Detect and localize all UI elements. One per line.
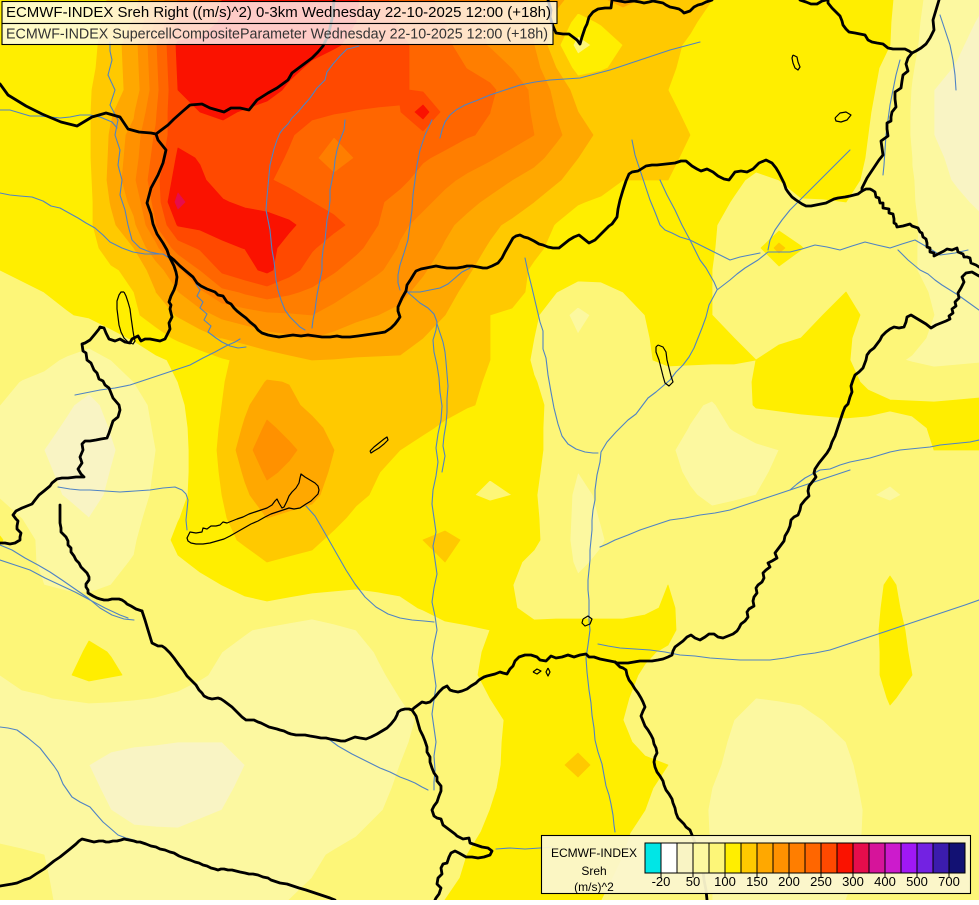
svg-text:-20: -20 xyxy=(652,874,671,889)
svg-text:200: 200 xyxy=(778,874,800,889)
svg-text:ECMWF-INDEX: ECMWF-INDEX xyxy=(551,846,637,860)
svg-text:100: 100 xyxy=(714,874,736,889)
svg-text:50: 50 xyxy=(686,874,700,889)
svg-text:ECMWF-INDEX Sreh Right ((m/s)^: ECMWF-INDEX Sreh Right ((m/s)^2) 0-3km W… xyxy=(6,4,551,21)
svg-text:250: 250 xyxy=(810,874,832,889)
svg-text:700: 700 xyxy=(938,874,960,889)
svg-text:(m/s)^2: (m/s)^2 xyxy=(574,880,614,894)
svg-text:ECMWF-INDEX SupercellComposite: ECMWF-INDEX SupercellCompositeParameter … xyxy=(6,26,548,43)
svg-text:300: 300 xyxy=(842,874,864,889)
svg-text:400: 400 xyxy=(874,874,896,889)
svg-text:Sreh: Sreh xyxy=(581,864,606,878)
svg-text:150: 150 xyxy=(746,874,768,889)
svg-text:500: 500 xyxy=(906,874,928,889)
